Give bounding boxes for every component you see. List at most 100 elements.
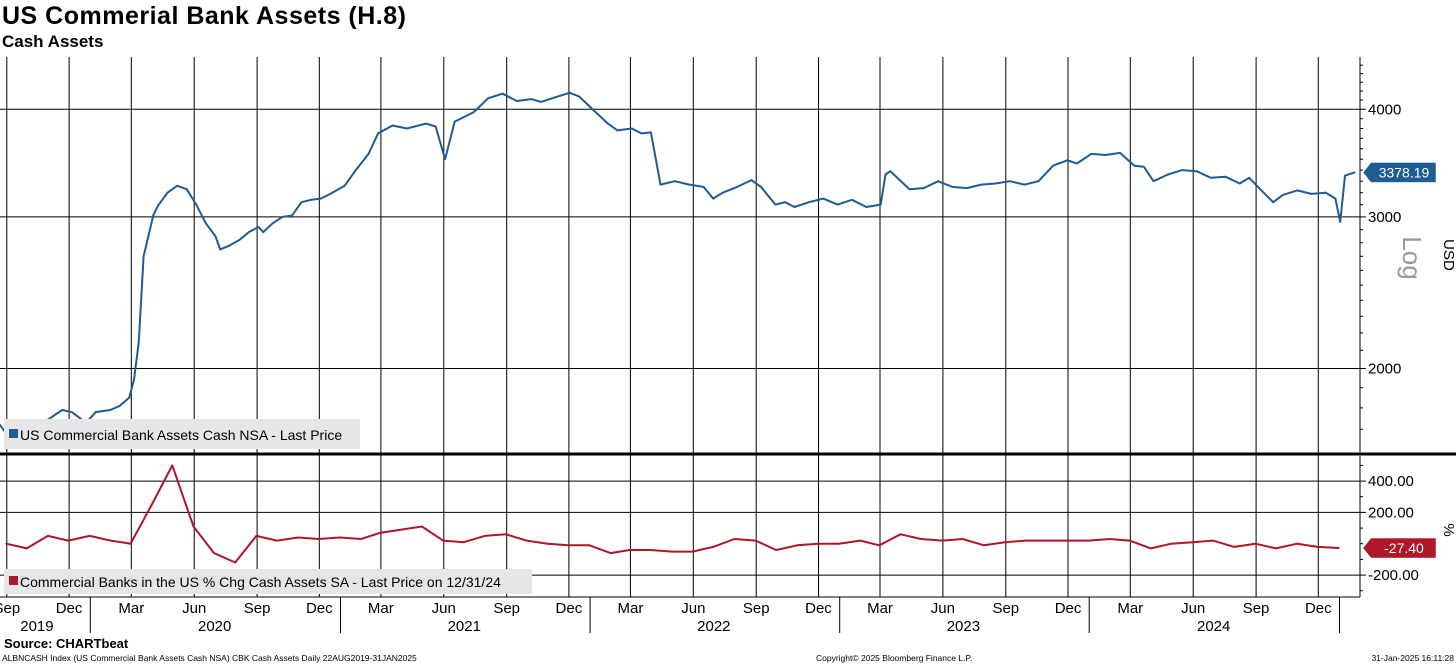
- data-point-bottom: [670, 550, 673, 553]
- x-tick-label-month: Jun: [182, 600, 206, 617]
- data-point-bottom: [733, 538, 736, 540]
- data-point-top: [578, 95, 580, 98]
- data-point-top: [750, 179, 753, 182]
- data-point-top: [166, 191, 169, 194]
- x-tick-label-year: 2020: [198, 618, 231, 635]
- data-point-top: [889, 170, 892, 173]
- data-point-top: [1339, 221, 1342, 223]
- data-point-top: [1023, 183, 1026, 186]
- x-tick-label-month: Dec: [56, 600, 83, 617]
- data-point-bottom: [838, 542, 840, 545]
- data-point-top: [650, 131, 652, 134]
- data-point-top: [688, 183, 691, 186]
- data-point-top: [128, 396, 131, 399]
- data-point-bottom: [192, 525, 195, 528]
- data-point-top: [185, 188, 188, 191]
- data-point-top: [425, 122, 427, 125]
- x-tick-label-year: 2022: [697, 618, 730, 635]
- data-point-bottom: [650, 549, 652, 551]
- data-point-bottom: [546, 542, 549, 545]
- y-tick-label-bottom: -200.00: [1368, 567, 1419, 584]
- x-tick-label-month: Mar: [867, 600, 893, 617]
- chart-title: US Commerial Bank Assets (H.8): [2, 2, 407, 30]
- x-tick-label-month: Sep: [0, 600, 20, 617]
- ticker-description: ALBNCASH Index (US Commercial Bank Asset…: [2, 653, 417, 663]
- data-point-bottom: [483, 535, 486, 537]
- data-point-top: [674, 180, 676, 183]
- data-point-bottom: [297, 536, 299, 539]
- data-point-top: [721, 191, 724, 194]
- x-tick-label-month: Mar: [368, 600, 394, 617]
- data-point-top: [908, 188, 911, 191]
- data-point-top: [822, 197, 825, 200]
- x-tick-label-month: Dec: [805, 600, 832, 617]
- data-point-top: [142, 255, 145, 258]
- data-point-top: [157, 204, 159, 207]
- data-point-top: [980, 183, 983, 186]
- data-point-top: [607, 122, 609, 125]
- data-point-bottom: [1233, 546, 1236, 548]
- data-point-bottom: [775, 549, 777, 551]
- data-point-top: [1066, 159, 1069, 162]
- legend-top-box: [4, 419, 360, 449]
- data-point-top: [367, 153, 370, 155]
- x-tick-label-month: Jun: [681, 600, 705, 617]
- data-point-top: [487, 97, 490, 100]
- legend-bottom-box: [4, 569, 532, 594]
- data-point-top: [1344, 174, 1346, 177]
- data-point-top: [1281, 194, 1284, 197]
- data-point-top: [501, 92, 504, 95]
- data-point-top: [922, 187, 925, 190]
- x-tick-label-month: Mar: [618, 600, 644, 617]
- x-tick-label-month: Jun: [1181, 600, 1205, 617]
- data-point-bottom: [47, 535, 49, 537]
- data-point-bottom: [899, 533, 902, 536]
- x-tick-label-year: 2019: [20, 618, 53, 635]
- data-point-top: [616, 129, 619, 132]
- last-value-top-badge: [1362, 162, 1437, 183]
- data-point-top: [1052, 164, 1054, 167]
- source-note: Source: CHARTbeat: [4, 636, 129, 651]
- data-point-top: [434, 125, 437, 128]
- data-point-bottom: [150, 503, 153, 506]
- data-point-bottom: [462, 541, 465, 544]
- data-point-top: [271, 222, 274, 225]
- data-point-top: [214, 235, 217, 238]
- data-point-top: [300, 201, 303, 204]
- data-point-top: [204, 222, 207, 225]
- y-tick-label-top: 4000: [1368, 101, 1401, 118]
- data-point-top: [262, 231, 265, 234]
- data-point-top: [1248, 176, 1251, 179]
- data-point-top: [1090, 153, 1093, 155]
- data-point-bottom: [796, 544, 799, 547]
- data-point-bottom: [878, 544, 881, 547]
- data-point-bottom: [1254, 542, 1257, 545]
- data-point-top: [965, 187, 968, 190]
- data-point-top: [1296, 189, 1298, 192]
- data-point-bottom: [1128, 539, 1131, 542]
- y-tick-label-bottom: 200.00: [1368, 504, 1414, 521]
- data-point-bottom: [505, 533, 507, 536]
- data-point-top: [836, 203, 839, 206]
- data-point-top: [137, 340, 140, 343]
- data-point-top: [540, 101, 542, 103]
- x-tick-label-month: Jun: [432, 600, 456, 617]
- data-point-top: [343, 184, 346, 187]
- data-point-top: [228, 244, 231, 247]
- data-point-top: [659, 183, 662, 186]
- data-point-top: [774, 203, 777, 206]
- data-point-bottom: [276, 539, 278, 542]
- data-point-top: [70, 411, 73, 413]
- data-point-top: [793, 206, 796, 208]
- data-point-bottom: [1066, 539, 1069, 542]
- data-point-bottom: [1275, 547, 1277, 550]
- data-point-bottom: [1170, 542, 1173, 545]
- data-point-top: [109, 409, 111, 411]
- y-axis-label-bottom: %: [1440, 523, 1456, 536]
- data-point-top: [257, 226, 260, 228]
- data-point-top: [1224, 175, 1227, 178]
- x-tick-label-month: Mar: [118, 600, 144, 617]
- data-point-top: [1262, 191, 1265, 194]
- data-point-top: [1133, 164, 1136, 167]
- log-scale-label: Log: [1397, 236, 1427, 279]
